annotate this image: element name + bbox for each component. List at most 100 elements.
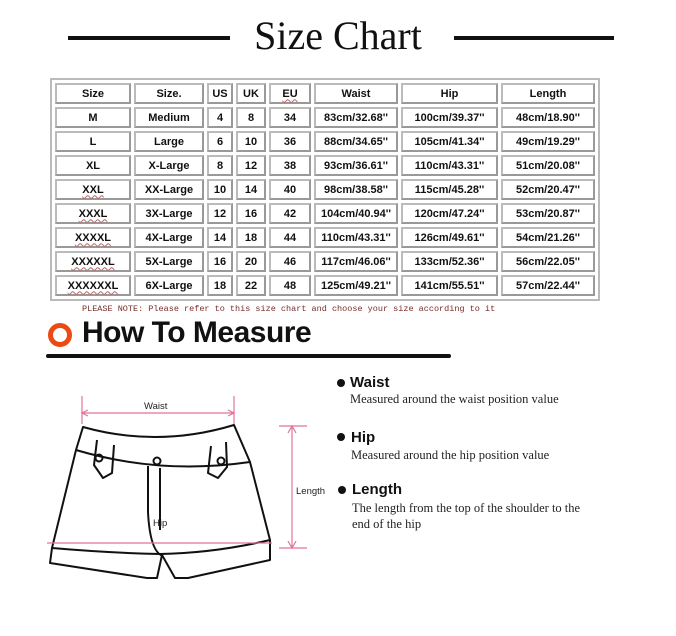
table-cell: 115cm/45.28'' <box>401 179 498 200</box>
column-header: Hip <box>401 83 498 104</box>
bullet-icon <box>337 433 345 441</box>
table-cell: 14 <box>207 227 233 248</box>
table-cell: 36 <box>269 131 311 152</box>
table-cell: 4 <box>207 107 233 128</box>
table-cell: 38 <box>269 155 311 176</box>
table-cell: 110cm/43.31'' <box>401 155 498 176</box>
hip-description: Measured around the hip position value <box>351 448 550 462</box>
table-cell: L <box>55 131 131 152</box>
table-cell: XXXXXL <box>55 251 131 272</box>
table-cell: 48cm/18.90'' <box>501 107 595 128</box>
table-cell: 22 <box>236 275 266 296</box>
shorts-outline <box>49 424 271 579</box>
table-cell: 120cm/47.24'' <box>401 203 498 224</box>
table-cell: 10 <box>236 131 266 152</box>
table-cell: XXXXXXL <box>55 275 131 296</box>
size-table: Size Size. US UK EU Waist Hip Length M Medium 4 8 34… <box>50 78 600 301</box>
column-header: EU <box>269 83 311 104</box>
table-cell: 52cm/20.47'' <box>501 179 595 200</box>
how-to-measure-title: How To Measure <box>82 316 312 349</box>
table-cell: 12 <box>236 155 266 176</box>
hip-heading: Hip <box>351 429 376 446</box>
table-cell: 42 <box>269 203 311 224</box>
waist-arrow <box>80 409 236 417</box>
title-rule-right <box>454 36 614 40</box>
table-cell: 14 <box>236 179 266 200</box>
table-cell: M <box>55 107 131 128</box>
length-label: Length <box>296 486 325 497</box>
table-cell: 105cm/41.34'' <box>401 131 498 152</box>
table-cell: 53cm/20.87'' <box>501 203 595 224</box>
table-row: XXXXXL 5X-Large 16 20 46 117cm/46.06'' 133cm/5… <box>55 251 595 272</box>
size-chart-header: Size Chart <box>0 12 676 62</box>
page-title: Size Chart <box>254 13 422 58</box>
orange-circle-icon <box>48 323 72 347</box>
section-rule <box>46 354 451 358</box>
table-cell: 46 <box>269 251 311 272</box>
table-cell: Large <box>134 131 204 152</box>
table-row: XXXXL 4X-Large 14 18 44 110cm/43.31'' 126cm/49… <box>55 227 595 248</box>
column-header: Length <box>501 83 595 104</box>
table-cell: 6 <box>207 131 233 152</box>
table-cell: 44 <box>269 227 311 248</box>
table-cell: 51cm/20.08'' <box>501 155 595 176</box>
bullet-icon <box>337 379 345 387</box>
table-cell: 57cm/22.44'' <box>501 275 595 296</box>
column-header: UK <box>236 83 266 104</box>
table-row: XL X-Large 8 12 38 93cm/36.61'' 110cm/43.31'' 5… <box>55 155 595 176</box>
table-cell: 110cm/43.31'' <box>314 227 398 248</box>
table-cell: 104cm/40.94'' <box>314 203 398 224</box>
table-cell: X-Large <box>134 155 204 176</box>
table-row: M Medium 4 8 34 83cm/32.68'' 100cm/39.37'' 48cm… <box>55 107 595 128</box>
table-cell: 56cm/22.05'' <box>501 251 595 272</box>
table-cell: 125cm/49.21'' <box>314 275 398 296</box>
measure-lines <box>47 396 307 550</box>
title-rule-left <box>68 36 230 40</box>
table-cell: XXXXL <box>55 227 131 248</box>
table-row: XXXXXXL 6X-Large 18 22 48 125cm/49.21'' 141cm/… <box>55 275 595 296</box>
table-cell: 6X-Large <box>134 275 204 296</box>
table-header-row: Size Size. US UK EU Waist Hip Length <box>55 83 595 104</box>
length-arrow <box>287 424 297 550</box>
table-cell: 8 <box>236 107 266 128</box>
table-row: XXL XX-Large 10 14 40 98cm/38.58'' 115cm/45.28… <box>55 179 595 200</box>
table-cell: 34 <box>269 107 311 128</box>
waist-description: Measured around the waist position value <box>350 392 559 406</box>
table-cell: 18 <box>236 227 266 248</box>
table-cell: 54cm/21.26'' <box>501 227 595 248</box>
table-cell: 100cm/39.37'' <box>401 107 498 128</box>
table-cell: 141cm/55.51'' <box>401 275 498 296</box>
table-cell: 40 <box>269 179 311 200</box>
table-cell: 4X-Large <box>134 227 204 248</box>
table-cell: 3X-Large <box>134 203 204 224</box>
table-cell: Medium <box>134 107 204 128</box>
table-cell: 133cm/52.36'' <box>401 251 498 272</box>
table-cell: XXXL <box>55 203 131 224</box>
waist-label: Waist <box>144 401 168 412</box>
table-cell: 16 <box>207 251 233 272</box>
table-cell: 98cm/38.58'' <box>314 179 398 200</box>
table-cell: 12 <box>207 203 233 224</box>
table-cell: 16 <box>236 203 266 224</box>
waist-heading: Waist <box>350 374 390 391</box>
table-cell: 8 <box>207 155 233 176</box>
table-cell: XXL <box>55 179 131 200</box>
size-note: PLEASE NOTE: Please refer to this size c… <box>82 304 496 314</box>
table-cell: 88cm/34.65'' <box>314 131 398 152</box>
hip-label: Hip <box>153 518 167 529</box>
table-cell: 83cm/32.68'' <box>314 107 398 128</box>
table-cell: XL <box>55 155 131 176</box>
bullet-icon <box>338 486 346 494</box>
table-cell: 18 <box>207 275 233 296</box>
table-row: L Large 6 10 36 88cm/34.65'' 105cm/41.34'' 49cm… <box>55 131 595 152</box>
table-cell: 49cm/19.29'' <box>501 131 595 152</box>
length-description: The length from the top of the shoulder … <box>352 501 581 531</box>
table-cell: 126cm/49.61'' <box>401 227 498 248</box>
column-header: Size <box>55 83 131 104</box>
column-header: Waist <box>314 83 398 104</box>
column-header: Size. <box>134 83 204 104</box>
table-cell: 48 <box>269 275 311 296</box>
length-heading: Length <box>352 481 402 498</box>
table-row: XXXL 3X-Large 12 16 42 104cm/40.94'' 120cm/47.… <box>55 203 595 224</box>
